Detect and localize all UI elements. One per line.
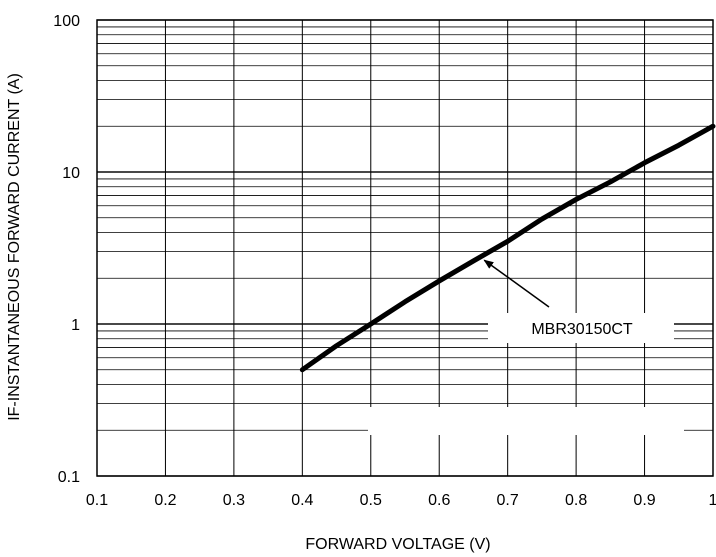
x-tick-label: 0.9 [633, 492, 655, 509]
grid [96, 19, 714, 477]
tick-labels: 0.1 0.2 0.3 0.4 0.5 0.6 0.7 0.8 0.9 1 0.1 1 10 100 [53, 13, 716, 509]
annotation-layer: MBR30150CT [483, 259, 674, 343]
x-axis-label: FORWARD VOLTAGE (V) [305, 536, 490, 553]
x-tick-label: 0.6 [428, 492, 450, 509]
annotation-label: MBR30150CT [531, 321, 633, 338]
y-axis-label: IF-INSTANTANEOUS FORWARD CURRENT (A) [6, 73, 23, 421]
x-tick-label: 0.1 [86, 492, 108, 509]
y-tick-label: 0.1 [58, 469, 80, 486]
annotation-arrow [483, 259, 550, 308]
x-tick-label: 0.7 [497, 492, 519, 509]
series-layer [299, 123, 716, 373]
x-tick-label: 0.3 [223, 492, 245, 509]
plot-frame [96, 19, 714, 477]
x-tick-label: 0.5 [360, 492, 382, 509]
y-tick-label: 100 [53, 13, 80, 30]
mask-rect [368, 407, 684, 435]
label-mask [368, 407, 684, 435]
x-tick-label: 0.2 [154, 492, 176, 509]
y-tick-label: 10 [62, 165, 80, 182]
y-tick-label: 1 [71, 317, 80, 334]
x-tick-label: 0.8 [565, 492, 587, 509]
series-line [299, 123, 716, 373]
x-tick-label: 1 [709, 492, 716, 509]
x-tick-label: 0.4 [291, 492, 313, 509]
annotation-box [488, 313, 674, 343]
